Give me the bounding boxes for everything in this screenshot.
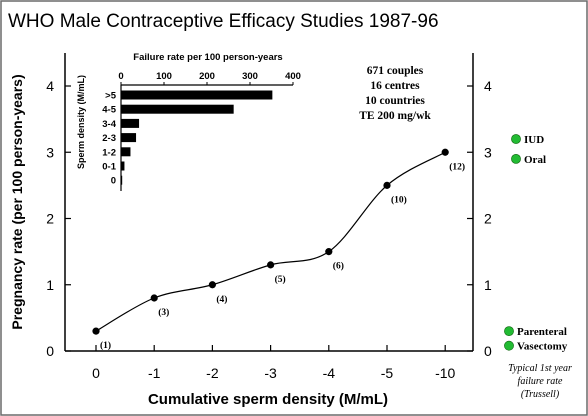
method-label: Oral bbox=[524, 154, 546, 166]
x-axis-label: Cumulative sperm density (M/mL) bbox=[148, 391, 388, 408]
inset-category-label: 3-4 bbox=[102, 119, 116, 130]
trussell-note: Typical 1st year failure rate (Trussell) bbox=[508, 363, 572, 400]
inset-bar bbox=[121, 161, 125, 171]
annotation-line-4: TE 200 mg/wk bbox=[359, 110, 431, 122]
y-tick-label: 0 bbox=[46, 343, 54, 359]
method-dot bbox=[511, 153, 521, 164]
right-y-tick-label: 2 bbox=[484, 211, 492, 227]
right-y-tick-label: 1 bbox=[484, 277, 492, 293]
method-markers: IUD Oral Parenteral Vasectomy bbox=[504, 134, 568, 353]
inset-title: Failure rate per 100 person-years bbox=[133, 52, 282, 63]
note-line-1: Typical 1st year bbox=[508, 363, 572, 374]
note-line-3: (Trussell) bbox=[521, 389, 560, 400]
point-label: (5) bbox=[275, 274, 286, 285]
inset-category-label: >5 bbox=[105, 91, 117, 102]
inset-category-label: 0 bbox=[111, 176, 116, 187]
inset-x-ticks: 0 100 200 300 400 bbox=[118, 71, 301, 85]
inset-bar bbox=[121, 118, 140, 128]
point-label: (6) bbox=[333, 261, 344, 272]
point-label: (3) bbox=[158, 307, 169, 318]
y-tick-label: 1 bbox=[46, 277, 54, 293]
point-label: (4) bbox=[216, 294, 227, 305]
inset-bars: >5 4-5 3-4 2-3 1-2 0-1 0 bbox=[102, 90, 273, 187]
data-point bbox=[208, 281, 216, 289]
point-label: (10) bbox=[391, 194, 407, 205]
inset-x-tick-label: 100 bbox=[156, 71, 172, 82]
x-tick-label: -1 bbox=[148, 365, 161, 381]
y-axis-label: Pregnancy rate (per 100 person-years) bbox=[9, 74, 25, 329]
inset-x-tick-label: 200 bbox=[199, 71, 215, 82]
right-y-tick-label: 3 bbox=[484, 144, 492, 160]
annotation-line-3: 10 countries bbox=[365, 95, 425, 107]
data-point bbox=[383, 181, 391, 189]
y-tick-label: 2 bbox=[46, 211, 54, 227]
annotation-line-2: 16 centres bbox=[370, 80, 420, 92]
method-dot bbox=[504, 326, 514, 337]
data-point bbox=[267, 261, 275, 269]
data-point bbox=[325, 248, 333, 256]
data-point bbox=[150, 294, 158, 302]
x-tick-label: -3 bbox=[264, 365, 277, 381]
study-annotation: 671 couples 16 centres 10 countries TE 2… bbox=[359, 65, 431, 122]
right-y-tick-label: 0 bbox=[484, 343, 492, 359]
x-tick-label: -4 bbox=[323, 365, 336, 381]
point-label: (12) bbox=[449, 161, 465, 172]
annotation-line-1: 671 couples bbox=[367, 65, 424, 77]
x-tick-label: -2 bbox=[206, 365, 219, 381]
y-tick-label: 4 bbox=[46, 78, 54, 94]
method-label: Parenteral bbox=[517, 326, 567, 338]
inset-category-label: 0-1 bbox=[102, 162, 116, 173]
inset-bar bbox=[121, 133, 137, 143]
inset-bar bbox=[121, 147, 131, 157]
point-label: (1) bbox=[100, 340, 111, 351]
method-label: Vasectomy bbox=[517, 341, 568, 353]
data-point bbox=[92, 327, 100, 335]
inset-bar-chart: Failure rate per 100 person-years Sperm … bbox=[76, 52, 301, 191]
method-dot bbox=[504, 340, 514, 351]
inset-bar bbox=[121, 104, 234, 114]
inset-x-tick-label: 300 bbox=[242, 71, 258, 82]
x-tick-label: -10 bbox=[435, 365, 455, 381]
x-tick-label: -5 bbox=[381, 365, 394, 381]
method-dot bbox=[511, 134, 521, 144]
inset-category-label: 1-2 bbox=[102, 147, 116, 158]
right-y-ticks: 0 1 2 3 4 bbox=[467, 78, 492, 359]
chart-title: WHO Male Contraceptive Efficacy Studies … bbox=[8, 11, 439, 32]
note-line-2: failure rate bbox=[518, 376, 563, 387]
inset-y-label: Sperm density (M/mL) bbox=[76, 75, 86, 169]
inset-category-label: 2-3 bbox=[102, 133, 116, 144]
right-y-tick-label: 4 bbox=[484, 78, 492, 94]
inset-category-label: 4-5 bbox=[102, 105, 116, 116]
x-ticks: 0 -1 -2 -3 -4 -5 -10 bbox=[92, 345, 456, 381]
main-axes bbox=[64, 53, 474, 352]
series-points: (1) (3) (4) (5) (6) (10) (12) bbox=[92, 148, 465, 351]
y-tick-label: 3 bbox=[46, 144, 54, 160]
data-point bbox=[441, 148, 449, 156]
inset-bar bbox=[121, 175, 123, 185]
left-y-ticks: 0 1 2 3 4 bbox=[46, 78, 71, 359]
inset-x-tick-label: 0 bbox=[118, 71, 123, 82]
method-label: IUD bbox=[524, 134, 544, 146]
inset-x-tick-label: 400 bbox=[285, 71, 301, 82]
x-tick-label: 0 bbox=[92, 365, 100, 381]
inset-bar bbox=[121, 90, 273, 100]
